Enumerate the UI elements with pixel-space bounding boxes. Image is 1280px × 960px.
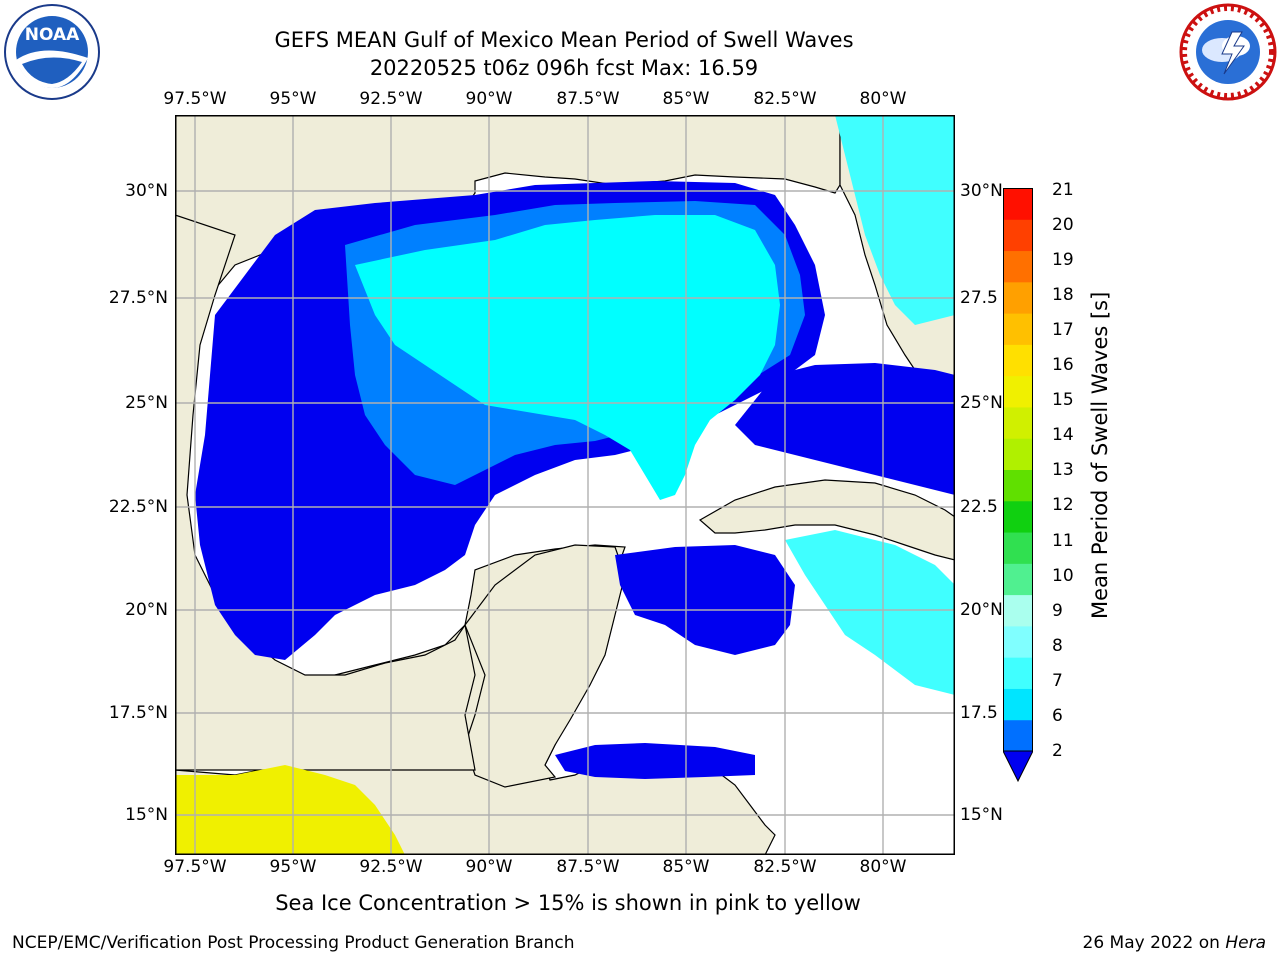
lon-tick-top: 90°W	[465, 89, 513, 109]
lon-tick-bottom: 80°W	[859, 857, 907, 877]
lat-tick-left: 17.5°N	[108, 703, 168, 723]
footer-credit: NCEP/EMC/Verification Post Processing Pr…	[12, 933, 575, 953]
colorbar-swatch	[1003, 375, 1033, 408]
lon-tick-top: 87.5°W	[556, 89, 620, 109]
colorbar-swatch	[1003, 344, 1033, 377]
colorbar-swatch	[1003, 281, 1033, 314]
colorbar-swatch	[1003, 532, 1033, 564]
lat-tick-right: 20°N	[960, 600, 1003, 620]
colorbar-swatch	[1003, 563, 1033, 596]
colorbar-tick: 16	[1052, 355, 1074, 375]
lat-tick-left: 22.5°N	[108, 497, 168, 517]
colorbar-tick: 18	[1052, 285, 1074, 305]
field-below-2-caribbean	[615, 545, 795, 655]
lon-tick-top: 95°W	[269, 89, 317, 109]
footer-host: Hera	[1225, 933, 1266, 953]
colorbar-tick: 12	[1052, 495, 1074, 515]
colorbar-tick: 7	[1052, 671, 1063, 691]
lat-tick-left: 20°N	[125, 600, 168, 620]
national-weather-service-logo	[1178, 2, 1278, 102]
map-panel	[174, 114, 956, 856]
colorbar-swatch	[1003, 469, 1033, 502]
lat-tick-right: 17.5	[960, 703, 998, 723]
map-frame	[175, 115, 955, 855]
colorbar-swatch	[1003, 625, 1033, 658]
field-below-2-straits	[735, 363, 955, 495]
lon-tick-bottom: 87.5°W	[556, 857, 620, 877]
colorbar-swatch	[1003, 438, 1033, 470]
colorbar-swatches	[1002, 188, 1034, 783]
lon-tick-top: 92.5°W	[359, 89, 423, 109]
lon-tick-bottom: 90°W	[465, 857, 513, 877]
colorbar-tick: 21	[1052, 180, 1074, 200]
colorbar-tick: 15	[1052, 390, 1074, 410]
colorbar-tick: 6	[1052, 706, 1063, 726]
colorbar-swatch	[1003, 406, 1033, 439]
colorbar-tick: 13	[1052, 460, 1074, 480]
lat-tick-right: 27.5	[960, 288, 998, 308]
lon-tick-top: 85°W	[662, 89, 710, 109]
map-subtitle: 20220525 t06z 096h fcst Max: 16.59	[369, 56, 759, 80]
lon-tick-top: 80°W	[859, 89, 907, 109]
colorbar-label: Mean Period of Swell Waves [s]	[1088, 291, 1112, 619]
colorbar-swatch	[1003, 594, 1033, 627]
colorbar-tick: 8	[1052, 636, 1063, 656]
noaa-logo-text: NOAA	[25, 25, 80, 45]
colorbar-tick: 19	[1052, 250, 1074, 270]
lat-tick-left: 15°N	[125, 805, 168, 825]
footer-date-text: 26 May 2022 on	[1082, 933, 1226, 953]
lon-tick-bottom: 92.5°W	[359, 857, 423, 877]
colorbar-swatch	[1003, 250, 1033, 283]
noaa-logo: NOAA	[2, 2, 102, 102]
field-4-6	[355, 215, 780, 500]
colorbar-tick: 2	[1052, 741, 1063, 761]
field-ice-concentration	[175, 765, 405, 855]
lon-tick-bottom: 85°W	[662, 857, 710, 877]
colorbar-swatch	[1003, 500, 1033, 533]
colorbar-extend-arrow	[1002, 750, 1034, 783]
lon-tick-top: 82.5°W	[753, 89, 817, 109]
map-canvas	[174, 114, 956, 856]
lon-tick-bottom: 82.5°W	[753, 857, 817, 877]
field-4-6-east	[835, 115, 955, 325]
colorbar-swatch	[1003, 219, 1033, 252]
colorbar-frame	[1003, 188, 1033, 752]
lon-tick-top: 97.5°W	[163, 89, 227, 109]
lat-tick-right: 30°N	[960, 181, 1003, 201]
colorbar	[1002, 188, 1034, 783]
colorbar-swatch	[1003, 719, 1033, 752]
map-title: GEFS MEAN Gulf of Mexico Mean Period of …	[274, 28, 854, 52]
colorbar-tick: 17	[1052, 320, 1074, 340]
colorbar-tick: 9	[1052, 601, 1063, 621]
colorbar-swatch	[1003, 657, 1033, 689]
lat-tick-right: 25°N	[960, 393, 1003, 413]
colorbar-tick: 11	[1052, 531, 1074, 551]
colorbar-swatch	[1003, 688, 1033, 721]
colorbar-tick: 20	[1052, 215, 1074, 235]
colorbar-swatch	[1003, 313, 1033, 345]
lat-tick-left: 30°N	[125, 181, 168, 201]
field-below-2-honduras	[555, 743, 755, 779]
footer-date: 26 May 2022 on Hera	[1083, 933, 1267, 953]
land-mexico	[174, 214, 476, 771]
lon-tick-bottom: 97.5°W	[163, 857, 227, 877]
lat-tick-left: 25°N	[125, 393, 168, 413]
colorbar-tick: 14	[1052, 425, 1074, 445]
field-4-6-caribbean	[785, 530, 955, 695]
colorbar-swatch	[1003, 188, 1033, 220]
map-gridlines	[175, 115, 955, 855]
lat-tick-right: 15°N	[960, 805, 1003, 825]
land-cuba	[698, 479, 956, 561]
lat-tick-right: 22.5	[960, 497, 998, 517]
lon-tick-bottom: 95°W	[269, 857, 317, 877]
lat-tick-left: 27.5°N	[108, 288, 168, 308]
colorbar-tick: 10	[1052, 566, 1074, 586]
map-caption: Sea Ice Concentration > 15% is shown in …	[275, 891, 861, 915]
